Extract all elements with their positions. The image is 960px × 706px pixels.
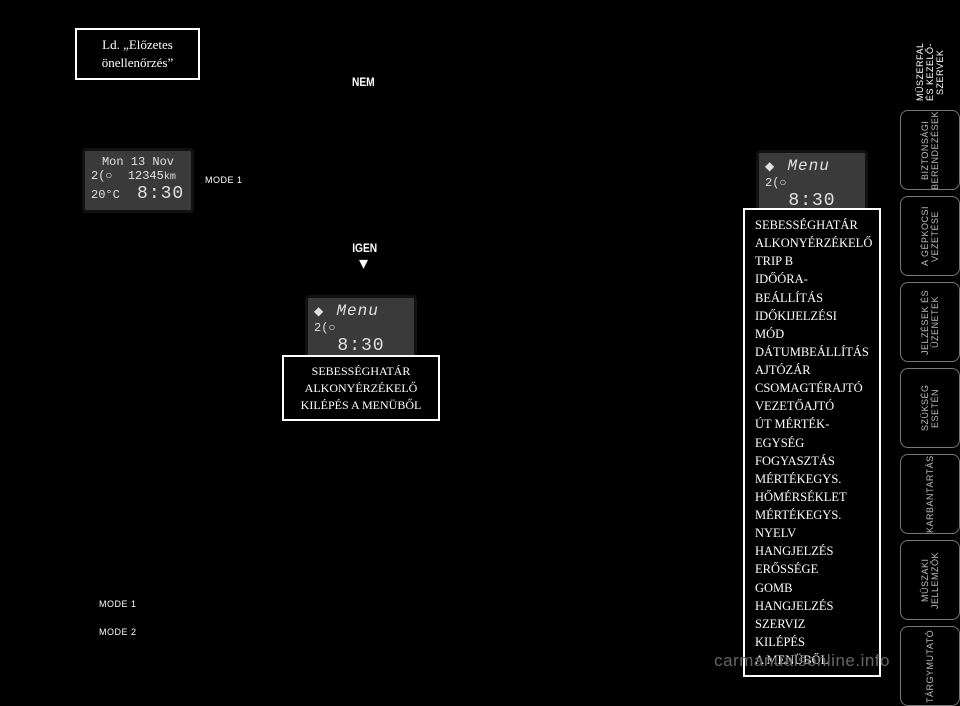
tab-driving[interactable]: A GÉPKOCSI VEZETÉSE: [900, 196, 960, 276]
lcd-temp-time-row: 20°C 8:30: [91, 184, 185, 206]
tab-dashboard[interactable]: MŰSZERFAL ÉS KEZELŐ- SZERVEK: [900, 40, 960, 104]
page-content: Ld. „Előzetes önellenőrzés” Mon 13 Nov 2…: [0, 0, 880, 677]
short-menu-box: SEBESSÉGHATÁR ALKONYÉRZÉKELŐ KILÉPÉS A M…: [282, 355, 440, 421]
label-nem: NEM: [352, 75, 375, 89]
tab-techspecs[interactable]: MŰSZAKI JELLEMZŐK: [900, 540, 960, 620]
full-menu-item: DÁTUMBEÁLLÍTÁS: [755, 343, 869, 361]
full-menu-item: CSOMAGTÉRAJTÓ: [755, 379, 869, 397]
mode1-label-b: MODE 1: [99, 599, 137, 609]
arrow-down-icon: ▾: [359, 254, 368, 272]
watermark: carmanualsonline.info: [714, 651, 890, 671]
lcd-odo-row: 2(○ 12345km: [91, 169, 185, 184]
full-menu-item: TRIP B: [755, 252, 869, 270]
full-menu-item: ÚT MÉRTÉK- EGYSÉG: [755, 415, 869, 451]
lcd-date: Mon 13 Nov: [91, 155, 185, 169]
full-menu-box: SEBESSÉGHATÁR ALKONYÉRZÉKELŐ TRIP B IDŐÓ…: [743, 208, 881, 677]
lcd-menu-small-header: ◆ Menu: [314, 302, 408, 321]
lcd-menu-small: ◆ Menu 2(○ 8:30: [305, 295, 417, 364]
lcd-menu-large-profile: 2(○: [765, 176, 859, 190]
lcd-menu-large-header: ◆ Menu: [765, 157, 859, 176]
full-menu-item: ALKONYÉRZÉKELŐ: [755, 234, 869, 252]
tab-signals[interactable]: JELZÉSEK ÉS ÜZENETEK: [900, 282, 960, 362]
lcd-temp: 20°C: [91, 188, 120, 202]
full-menu-item: FOGYASZTÁS MÉRTÉKEGYS.: [755, 452, 869, 488]
short-menu-item: SEBESSÉGHATÁR: [292, 363, 430, 380]
tab-maintenance[interactable]: KARBANTARTÁS: [900, 454, 960, 534]
full-menu-item: SEBESSÉGHATÁR: [755, 216, 869, 234]
full-menu-item: AJTÓZÁR: [755, 361, 869, 379]
preliminary-check-line2: önellenőrzés”: [85, 54, 190, 72]
tab-index[interactable]: TÁRGYMUTATÓ: [900, 626, 960, 706]
mode1-label-a: MODE 1: [205, 175, 243, 185]
preliminary-check-line1: Ld. „Előzetes: [85, 36, 190, 54]
updown-icon: ◆: [765, 160, 774, 174]
full-menu-item: IDŐÓRA-BEÁLLÍTÁS: [755, 270, 869, 306]
lcd-time: 8:30: [137, 184, 184, 204]
full-menu-item: VEZETŐAJTÓ: [755, 397, 869, 415]
updown-icon: ◆: [314, 305, 323, 319]
lcd-profile: 2(○: [91, 169, 113, 183]
chapter-tabs: MŰSZERFAL ÉS KEZELŐ- SZERVEK BIZTONSÁGI …: [900, 40, 960, 706]
lcd-odo-unit: km: [164, 172, 176, 183]
lcd-menu-large-title: Menu: [787, 157, 829, 175]
lcd-menu-small-profile: 2(○: [314, 321, 408, 335]
full-menu-item: GOMB HANGJELZÉS: [755, 579, 869, 615]
mode2-label: MODE 2: [99, 627, 137, 637]
full-menu-item: NYELV: [755, 524, 869, 542]
lcd-menu-small-title: Menu: [336, 302, 378, 320]
full-menu-item: HANGJELZÉS ERŐSSÉGE: [755, 542, 869, 578]
lcd-odo: 12345: [128, 169, 164, 183]
full-menu-item: IDŐKIJELZÉSI MÓD: [755, 307, 869, 343]
tab-safety[interactable]: BIZTONSÁGI BERENDEZÉSEK: [900, 110, 960, 190]
short-menu-item: ALKONYÉRZÉKELŐ: [292, 380, 430, 397]
tab-emergency[interactable]: SZÜKSÉG ESETÉN: [900, 368, 960, 448]
lcd-standard-display: Mon 13 Nov 2(○ 12345km 20°C 8:30: [82, 148, 194, 213]
full-menu-item: HŐMÉRSÉKLET MÉRTÉKEGYS.: [755, 488, 869, 524]
lcd-menu-small-time: 8:30: [314, 336, 408, 358]
full-menu-item: SZERVIZ: [755, 615, 869, 633]
short-menu-item: KILÉPÉS A MENÜBŐL: [292, 397, 430, 414]
preliminary-check-box: Ld. „Előzetes önellenőrzés”: [75, 28, 200, 80]
